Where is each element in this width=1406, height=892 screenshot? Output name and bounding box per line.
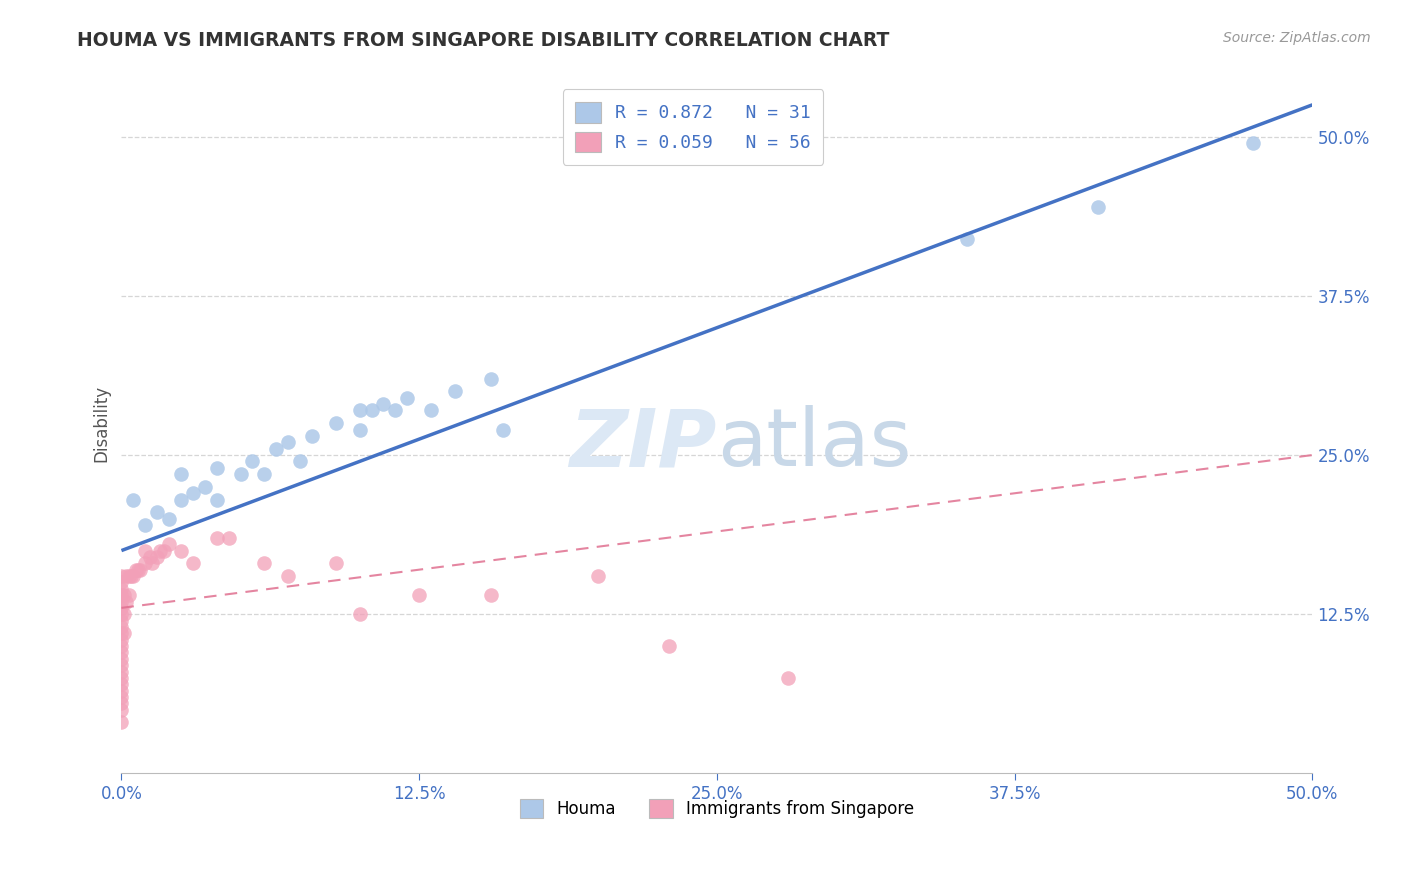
Point — [141, 556, 163, 570]
Point — [110, 569, 132, 583]
Point — [181, 556, 204, 570]
Text: ZIP: ZIP — [569, 405, 717, 483]
Point — [117, 588, 139, 602]
Point — [205, 460, 228, 475]
Point — [127, 563, 149, 577]
Point — [253, 467, 276, 482]
Point — [134, 518, 156, 533]
Point — [120, 569, 142, 583]
Point — [148, 543, 170, 558]
Point — [170, 467, 193, 482]
Point — [110, 588, 132, 602]
Point — [586, 569, 609, 583]
Point — [110, 575, 132, 590]
Point — [408, 588, 430, 602]
Point — [153, 543, 176, 558]
Point — [110, 626, 132, 640]
Point — [112, 588, 135, 602]
Point — [205, 531, 228, 545]
Point — [139, 549, 162, 564]
Point — [110, 582, 132, 596]
Point — [277, 435, 299, 450]
Point — [115, 594, 138, 608]
Point — [349, 423, 371, 437]
Point — [110, 639, 132, 653]
Point — [956, 231, 979, 245]
Point — [288, 454, 311, 468]
Point — [110, 703, 132, 717]
Point — [115, 569, 138, 583]
Point — [444, 384, 467, 399]
Point — [301, 429, 323, 443]
Point — [277, 569, 299, 583]
Point — [110, 697, 132, 711]
Text: HOUMA VS IMMIGRANTS FROM SINGAPORE DISABILITY CORRELATION CHART: HOUMA VS IMMIGRANTS FROM SINGAPORE DISAB… — [77, 31, 890, 50]
Point — [110, 614, 132, 628]
Point — [110, 671, 132, 685]
Point — [110, 632, 132, 647]
Point — [110, 665, 132, 679]
Point — [110, 690, 132, 704]
Point — [264, 442, 287, 456]
Point — [110, 607, 132, 622]
Point — [479, 588, 502, 602]
Point — [205, 492, 228, 507]
Point — [122, 569, 145, 583]
Legend: Houma, Immigrants from Singapore: Houma, Immigrants from Singapore — [513, 792, 921, 824]
Point — [110, 652, 132, 666]
Point — [110, 620, 132, 634]
Point — [170, 492, 193, 507]
Point — [110, 645, 132, 659]
Point — [134, 556, 156, 570]
Point — [170, 543, 193, 558]
Point — [373, 397, 395, 411]
Point — [479, 371, 502, 385]
Text: Source: ZipAtlas.com: Source: ZipAtlas.com — [1223, 31, 1371, 45]
Point — [1241, 136, 1264, 150]
Point — [396, 391, 419, 405]
Point — [325, 416, 347, 430]
Point — [157, 537, 180, 551]
Point — [1087, 200, 1109, 214]
Point — [778, 671, 800, 685]
Point — [420, 403, 443, 417]
Point — [110, 658, 132, 673]
Point — [658, 639, 681, 653]
Point — [146, 549, 169, 564]
Point — [146, 505, 169, 519]
Point — [253, 556, 276, 570]
Text: atlas: atlas — [717, 405, 911, 483]
Point — [125, 563, 148, 577]
Point — [181, 486, 204, 500]
Point — [349, 403, 371, 417]
Point — [110, 600, 132, 615]
Point — [134, 543, 156, 558]
Point — [110, 715, 132, 730]
Point — [110, 594, 132, 608]
Point — [229, 467, 252, 482]
Point — [360, 403, 382, 417]
Point — [112, 626, 135, 640]
Point — [129, 563, 152, 577]
Point — [384, 403, 406, 417]
Point — [491, 423, 513, 437]
Point — [242, 454, 264, 468]
Point — [325, 556, 347, 570]
Point — [110, 677, 132, 691]
Point — [112, 607, 135, 622]
Y-axis label: Disability: Disability — [93, 384, 110, 462]
Point — [157, 512, 180, 526]
Point — [122, 492, 145, 507]
Point — [349, 607, 371, 622]
Point — [110, 683, 132, 698]
Point — [117, 569, 139, 583]
Point — [194, 480, 217, 494]
Point — [218, 531, 240, 545]
